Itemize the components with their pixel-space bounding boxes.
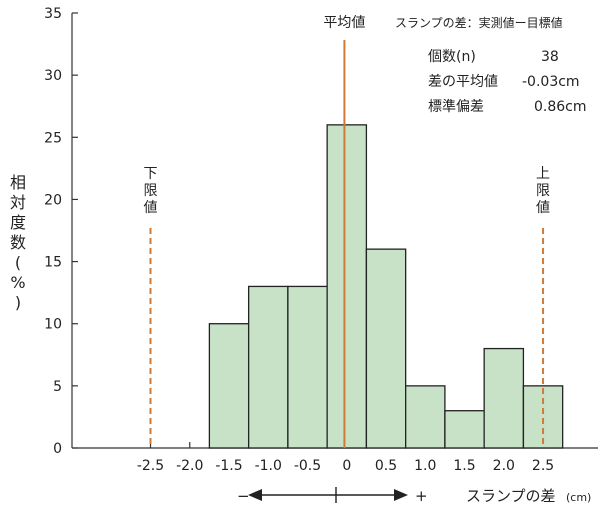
histogram-bar xyxy=(365,248,407,449)
stat-label-count: 個数(n) xyxy=(428,49,476,65)
lower-limit-label: 下限値 xyxy=(144,166,158,216)
x-axis-unit: (cm) xyxy=(566,491,591,504)
stat-label-mean: 差の平均値 xyxy=(428,74,498,90)
y-tick-label: 5 xyxy=(53,379,62,395)
x-tick-label: 0.5 xyxy=(375,458,397,474)
x-tick-label: 1.5 xyxy=(453,458,475,474)
y-tick-label: 0 xyxy=(53,441,62,457)
histogram-bar xyxy=(483,347,525,449)
x-tick-label: 1.0 xyxy=(414,458,436,474)
histogram-bar xyxy=(247,285,289,449)
x-tick-label: -2.5 xyxy=(137,458,164,474)
histogram-bar xyxy=(287,285,328,449)
histogram-bar xyxy=(522,385,564,449)
y-tick-label: 35 xyxy=(44,6,62,22)
stat-value-stddev: 0.86cm xyxy=(534,99,587,115)
x-tick-label: -2.0 xyxy=(176,458,203,474)
x-tick-label: -0.5 xyxy=(294,458,321,474)
legend-title: スランプの差：実測値ー目標値 xyxy=(395,15,563,30)
y-tick-label: 10 xyxy=(44,317,62,333)
y-tick-label: 25 xyxy=(44,130,62,146)
svg-text:相対度数(%): 相対度数(%) xyxy=(10,173,26,312)
direction-arrow-right-head xyxy=(394,489,408,501)
upper-limit-label: 上限値 xyxy=(536,166,550,216)
histogram-bar xyxy=(444,410,485,449)
x-tick-label: 2.0 xyxy=(493,458,515,474)
x-tick-label: -1.0 xyxy=(255,458,282,474)
histogram-bar xyxy=(326,124,368,449)
direction-arrow-left-head xyxy=(248,489,262,501)
x-tick-label: 0 xyxy=(342,458,351,474)
x-axis-label: スランプの差 xyxy=(466,487,556,505)
y-tick-label: 30 xyxy=(44,68,62,84)
stat-value-mean: -0.03cm xyxy=(522,74,580,90)
x-tick-label: 2.5 xyxy=(532,458,554,474)
y-axis-label: 相対度数(%) xyxy=(10,173,26,312)
y-tick-label: 15 xyxy=(44,255,62,271)
x-tick-label: -1.5 xyxy=(215,458,242,474)
plus-sign: + xyxy=(415,487,428,505)
histogram-bar xyxy=(208,323,250,449)
histogram-bar xyxy=(405,385,446,449)
y-tick-label: 20 xyxy=(44,192,62,208)
mean-line-label: 平均値 xyxy=(323,15,365,31)
stat-label-stddev: 標準偏差 xyxy=(428,99,484,115)
minus-sign: − xyxy=(237,487,250,505)
stat-value-count: 38 xyxy=(541,49,559,65)
